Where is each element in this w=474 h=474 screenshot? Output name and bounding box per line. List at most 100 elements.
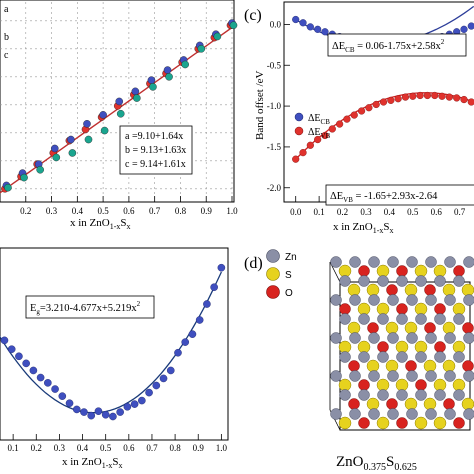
point-cb [292,15,300,24]
x-tick-label: 0.7 [454,207,466,217]
point-vb [453,94,461,102]
zn-atom [415,275,427,287]
xlabel-mid: S [112,456,118,468]
caption-s: S [386,454,394,470]
x-tick-label: 0.1 [313,207,324,217]
point-eg [44,379,52,387]
point-vb [314,135,322,144]
point-eg [94,407,103,416]
panel-a: 0.2 0.3 0.4 0.5 0.6 0.7 0.8 0.9 1.0 a b c a =9.1… [0,0,238,231]
zn-atom [415,313,427,325]
x-tick-label: 0.8 [175,206,187,216]
point-vb [306,141,314,149]
zn-atom [349,370,361,382]
zn-atom [377,351,389,363]
xlabel-sub2: x [119,461,123,470]
panel-c-xlabel: x in ZnO1-xSx [333,221,394,235]
s-atom [395,378,409,392]
s-atom [395,340,409,354]
point-series-b [163,66,172,74]
o-atom [443,398,455,410]
zn-atom [444,370,456,382]
s-atom [414,340,428,354]
point-eg [138,396,146,405]
point-series-c [36,165,44,174]
point-eg [188,330,197,338]
eq-vb-pre: ΔE [330,191,343,202]
eq-cb-pre: ΔE [332,41,345,52]
legend-zn-atom [266,249,280,263]
o-atom [453,417,465,429]
zn-atom [463,370,474,382]
point-series-c [68,149,77,157]
point-series-c [181,60,189,69]
crystal-structure [329,256,474,431]
legend-s-label: S [285,270,292,281]
zn-atom [406,408,418,420]
zn-atom [349,408,361,420]
x-tick-label: 0.4 [72,206,84,216]
x-tick-label: 0.4 [384,207,396,217]
point-eg [174,348,182,357]
s-atom [414,302,428,316]
s-atom [376,302,390,316]
o-atom [358,417,370,429]
eq-cb-rest: = 0.06-1.75x+2.58x [355,41,442,52]
x-tick-label: 0.9 [201,206,213,216]
point-vb [401,93,410,101]
eq-sub: g [36,308,40,316]
panel-c-eq-cb: ΔECB = 0.06-1.75x+2.58x2 [332,38,445,54]
s-atom [452,340,466,354]
zn-atom [339,313,351,325]
o-atom [358,265,370,277]
point-vb [343,115,351,123]
panel-b-eq-box [25,295,155,319]
zn-atom [368,294,380,306]
s-atom [366,359,380,373]
zn-atom [377,313,389,325]
x-tick-label: 1.0 [216,443,228,453]
panel-d: (d) Zn S O ZnO0.375S0.625 [244,249,474,473]
point-eg [195,316,204,324]
point-vb [416,91,424,100]
point-series-b [67,135,75,144]
point-vb [431,91,439,100]
zn-atom [463,332,474,344]
point-eg [152,381,161,390]
panel-a-plot-area [0,0,235,203]
panel-c-ticks: 0.0 0.1 0.2 0.3 0.4 0.5 0.6 0.7 0.0 -0.5 -1.0 -1.5 -… [267,19,466,217]
point-eg [0,336,9,345]
point-vb [336,120,344,128]
x-tick-label: 0.5 [97,206,109,216]
y-tick-label: -1.0 [267,101,282,111]
zn-atom [368,332,380,344]
x-tick-label: 0.5 [407,207,419,217]
point-vb [328,125,336,133]
caption-s-sub: 0.625 [394,462,417,473]
legend-zn-label: Zn [285,252,297,263]
o-atom [462,360,474,372]
s-atom [376,378,390,392]
y-tick-label: 0.0 [270,19,282,29]
point-series-c [149,83,157,91]
point-vb [423,91,432,100]
legend-cb-label: ΔECB [308,113,330,126]
x-tick-label: 0.6 [431,207,443,217]
point-vb [365,104,373,112]
zn-atom [330,408,342,420]
point-vb [292,155,300,163]
s-atom [385,321,399,335]
panel-d-caption: ZnO0.375S0.625 [336,454,417,473]
point-series-c [84,135,93,144]
point-eg [7,345,16,354]
point-series-c [213,32,222,41]
point-eg [109,412,117,421]
point-eg [87,411,96,420]
o-atom [348,360,360,372]
xlabel-mid: S [120,217,126,229]
zn-atom [358,351,370,363]
point-eg [58,392,67,400]
point-vb [409,92,417,100]
point-cb [467,22,474,30]
s-atom [404,321,418,335]
